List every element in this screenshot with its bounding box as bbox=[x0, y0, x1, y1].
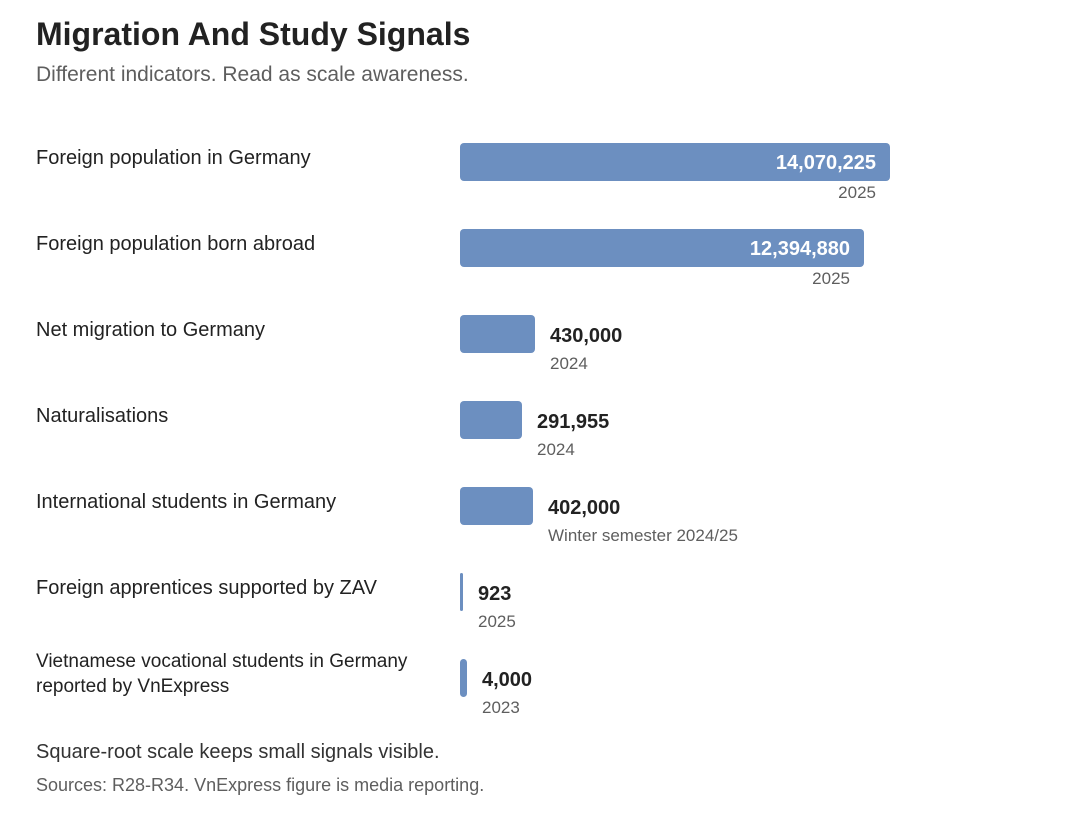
category-label: Naturalisations bbox=[36, 405, 169, 427]
value-label: 4,000 bbox=[482, 669, 533, 691]
period-note: Winter semester 2024/25 bbox=[548, 526, 738, 545]
value-label: 402,000 bbox=[548, 497, 621, 519]
chart-row: Foreign population in Germany 14,070,225 2… bbox=[0, 143, 1080, 223]
value-label: 12,394,880 bbox=[749, 238, 850, 260]
chart-title: Migration And Study Signals bbox=[36, 16, 471, 52]
sources-note: Sources: R28-R34. VnExpress figure is me… bbox=[36, 775, 485, 795]
bar bbox=[460, 401, 522, 439]
bar bbox=[460, 487, 533, 525]
chart-row: Foreign population born abroad 12,394,880… bbox=[0, 229, 1080, 309]
category-label: International students in Germany bbox=[36, 491, 337, 513]
value-label: 14,070,225 bbox=[775, 152, 876, 174]
category-label: Foreign population in Germany bbox=[36, 147, 311, 169]
category-label: Foreign population born abroad bbox=[36, 233, 316, 255]
chart-row: Net migration to Germany 430,000 2024 bbox=[0, 315, 1080, 395]
chart-subtitle: Different indicators. Read as scale awar… bbox=[36, 63, 469, 86]
chart-row: Foreign apprentices supported by ZAV 923 2… bbox=[0, 573, 1080, 653]
period-note: 2025 bbox=[478, 612, 516, 631]
bar bbox=[460, 229, 864, 267]
bar bbox=[460, 315, 535, 353]
bar bbox=[460, 143, 890, 181]
value-label: 923 bbox=[478, 583, 512, 605]
period-note: 2024 bbox=[550, 354, 588, 373]
scale-footnote: Square-root scale keeps small signals vi… bbox=[36, 741, 440, 763]
period-note: 2025 bbox=[838, 183, 876, 202]
category-label: Net migration to Germany bbox=[36, 319, 265, 341]
category-label: Foreign apprentices supported by ZAV bbox=[36, 577, 377, 599]
value-label: 291,955 bbox=[537, 411, 610, 433]
period-note: 2024 bbox=[537, 440, 575, 459]
chart-row: Naturalisations 291,955 2024 bbox=[0, 401, 1080, 481]
bar bbox=[460, 573, 463, 611]
category-label: Vietnamese vocational students in German… bbox=[36, 651, 408, 697]
value-label: 430,000 bbox=[550, 325, 623, 347]
chart-row: Vietnamese vocational students in German… bbox=[0, 651, 1080, 739]
period-note: 2025 bbox=[812, 269, 850, 288]
chart-row: International students in Germany 402,000… bbox=[0, 487, 1080, 567]
period-note: 2023 bbox=[482, 698, 520, 717]
bar bbox=[460, 659, 467, 697]
